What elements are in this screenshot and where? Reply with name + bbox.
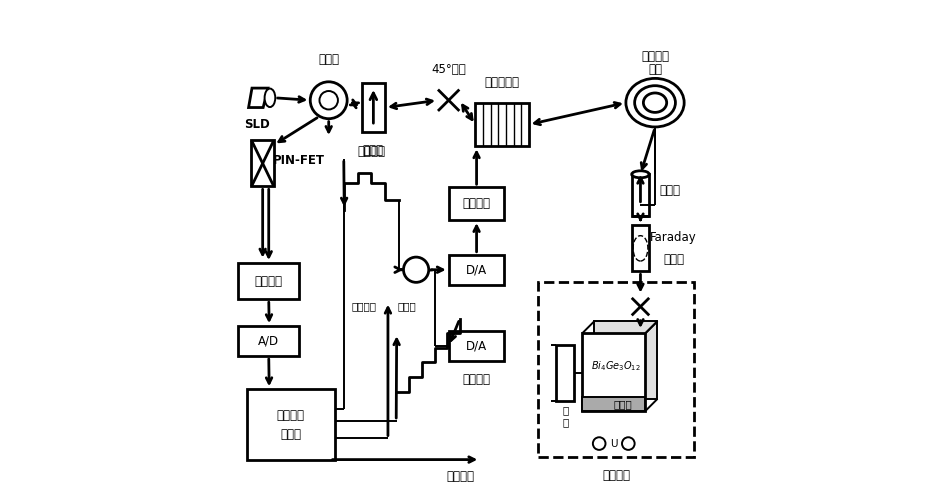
Bar bbox=[238, 326, 299, 356]
Text: 起偏器: 起偏器 bbox=[363, 144, 384, 157]
Ellipse shape bbox=[264, 89, 276, 107]
Bar bbox=[556, 345, 574, 401]
Text: 相位调制器: 相位调制器 bbox=[485, 76, 519, 89]
Bar bbox=[449, 331, 504, 361]
Text: $Bi_4Ge_3O_{12}$: $Bi_4Ge_3O_{12}$ bbox=[591, 359, 641, 373]
Text: 处理器: 处理器 bbox=[280, 429, 301, 441]
Circle shape bbox=[622, 437, 634, 450]
Text: 驱动电路: 驱动电路 bbox=[463, 197, 490, 210]
Text: 准直器: 准直器 bbox=[659, 184, 680, 197]
Text: 数字信号: 数字信号 bbox=[277, 410, 305, 422]
Text: 第二反馈: 第二反馈 bbox=[351, 301, 376, 312]
Text: 旋光器: 旋光器 bbox=[663, 253, 684, 265]
Bar bbox=[582, 397, 646, 411]
Text: 保偏延迟: 保偏延迟 bbox=[641, 50, 669, 63]
Text: 45°熔接: 45°熔接 bbox=[431, 63, 466, 75]
Text: U: U bbox=[610, 439, 617, 449]
Bar bbox=[251, 140, 274, 187]
Text: SLD: SLD bbox=[244, 118, 270, 131]
Text: 前置放大: 前置放大 bbox=[255, 275, 282, 288]
Ellipse shape bbox=[644, 93, 666, 112]
Text: 光纤: 光纤 bbox=[648, 63, 662, 76]
Bar bbox=[595, 321, 658, 399]
Bar bbox=[475, 103, 529, 147]
Bar bbox=[538, 282, 694, 457]
Bar bbox=[361, 83, 385, 132]
Bar bbox=[238, 263, 299, 300]
Bar bbox=[449, 187, 504, 220]
Bar bbox=[582, 333, 646, 411]
Text: PIN-FET: PIN-FET bbox=[273, 154, 325, 168]
Text: 传感元件: 传感元件 bbox=[602, 469, 630, 482]
Ellipse shape bbox=[634, 86, 676, 120]
Text: 电
极: 电 极 bbox=[562, 405, 568, 427]
Text: 参考电压: 参考电压 bbox=[463, 373, 490, 386]
Bar bbox=[449, 255, 504, 285]
Polygon shape bbox=[248, 88, 268, 108]
Bar bbox=[247, 389, 335, 460]
Text: Faraday: Faraday bbox=[650, 231, 697, 244]
Text: D/A: D/A bbox=[466, 263, 487, 276]
Text: 分束器: 分束器 bbox=[318, 54, 339, 66]
Circle shape bbox=[311, 82, 347, 119]
Text: 主反馈: 主反馈 bbox=[398, 301, 417, 312]
Text: 四态调制: 四态调制 bbox=[358, 145, 386, 158]
Ellipse shape bbox=[631, 171, 649, 178]
Text: 反射镜: 反射镜 bbox=[614, 399, 631, 409]
Text: 数字输出: 数字输出 bbox=[447, 470, 475, 483]
Circle shape bbox=[320, 91, 338, 110]
Text: A/D: A/D bbox=[258, 335, 279, 348]
Ellipse shape bbox=[626, 78, 684, 127]
Bar bbox=[631, 174, 649, 216]
Circle shape bbox=[593, 437, 605, 450]
Text: D/A: D/A bbox=[466, 339, 487, 353]
Circle shape bbox=[404, 257, 429, 282]
Bar bbox=[631, 225, 649, 271]
